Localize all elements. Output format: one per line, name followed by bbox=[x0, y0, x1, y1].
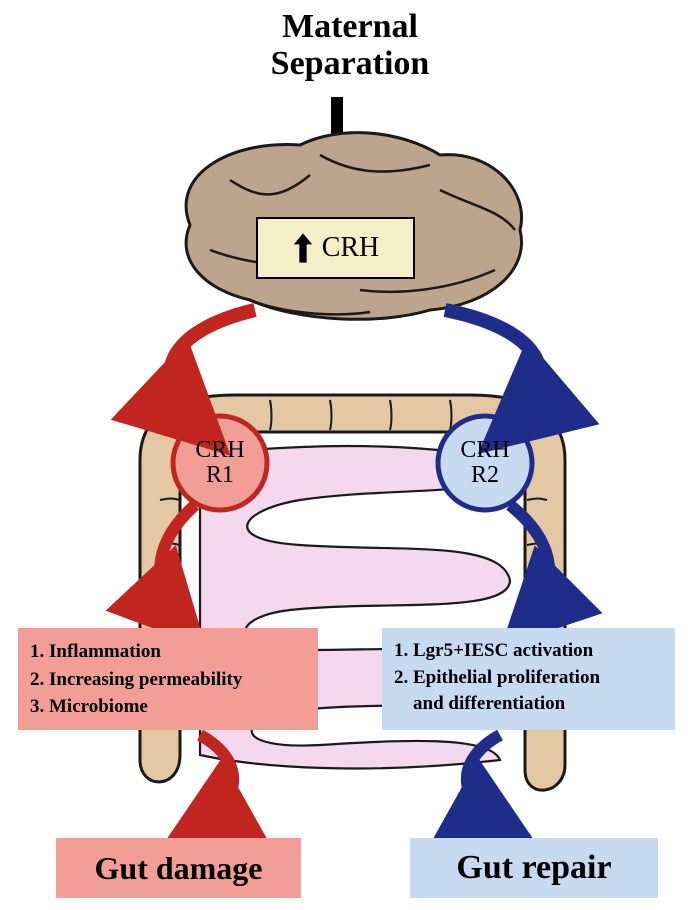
right-item-3: and differentiation bbox=[394, 691, 663, 718]
crh-card: CRH bbox=[256, 217, 415, 279]
crh-r1-label: CRH R1 bbox=[173, 416, 267, 510]
r2-top: CRH bbox=[460, 437, 509, 463]
r1-top: CRH bbox=[195, 437, 244, 463]
gut-damage-box: Gut damage bbox=[56, 838, 301, 898]
r2-bot: R2 bbox=[471, 462, 499, 488]
r1-bot: R1 bbox=[206, 462, 234, 488]
left-item-3: 3. Microbiome bbox=[30, 693, 306, 721]
gut-repair-box: Gut repair bbox=[410, 838, 658, 898]
brain-to-r2-arrow bbox=[445, 310, 541, 425]
illustration-layer bbox=[0, 0, 700, 910]
crh-label: CRH bbox=[322, 232, 380, 264]
up-arrow-icon bbox=[292, 231, 314, 265]
diagram-title: Maternal Separation bbox=[271, 8, 430, 83]
box-l-to-outcome-arrow bbox=[195, 735, 233, 828]
title-line2: Separation bbox=[271, 45, 430, 82]
right-item-2: 2. Epithelial proliferation bbox=[394, 665, 663, 692]
brain-to-r1-arrow bbox=[170, 310, 255, 425]
r1-to-box-arrow bbox=[160, 505, 195, 620]
r2-to-box-arrow bbox=[510, 505, 549, 620]
crh-r2-label: CRH R2 bbox=[438, 416, 532, 510]
gut-damage-label: Gut damage bbox=[95, 850, 263, 887]
gut-repair-label: Gut repair bbox=[456, 849, 611, 887]
title-line1: Maternal bbox=[282, 8, 418, 45]
left-item-1: 1. Inflammation bbox=[30, 638, 306, 666]
title-to-brain-arrow bbox=[320, 97, 354, 158]
right-effects-box: 1. Lgr5+IESC activation 2. Epithelial pr… bbox=[382, 628, 675, 730]
box-r-to-outcome-arrow bbox=[467, 735, 505, 828]
right-item-1: 1. Lgr5+IESC activation bbox=[394, 638, 663, 665]
left-effects-box: 1. Inflammation 2. Increasing permeabili… bbox=[18, 628, 318, 730]
left-item-2: 2. Increasing permeability bbox=[30, 666, 306, 694]
